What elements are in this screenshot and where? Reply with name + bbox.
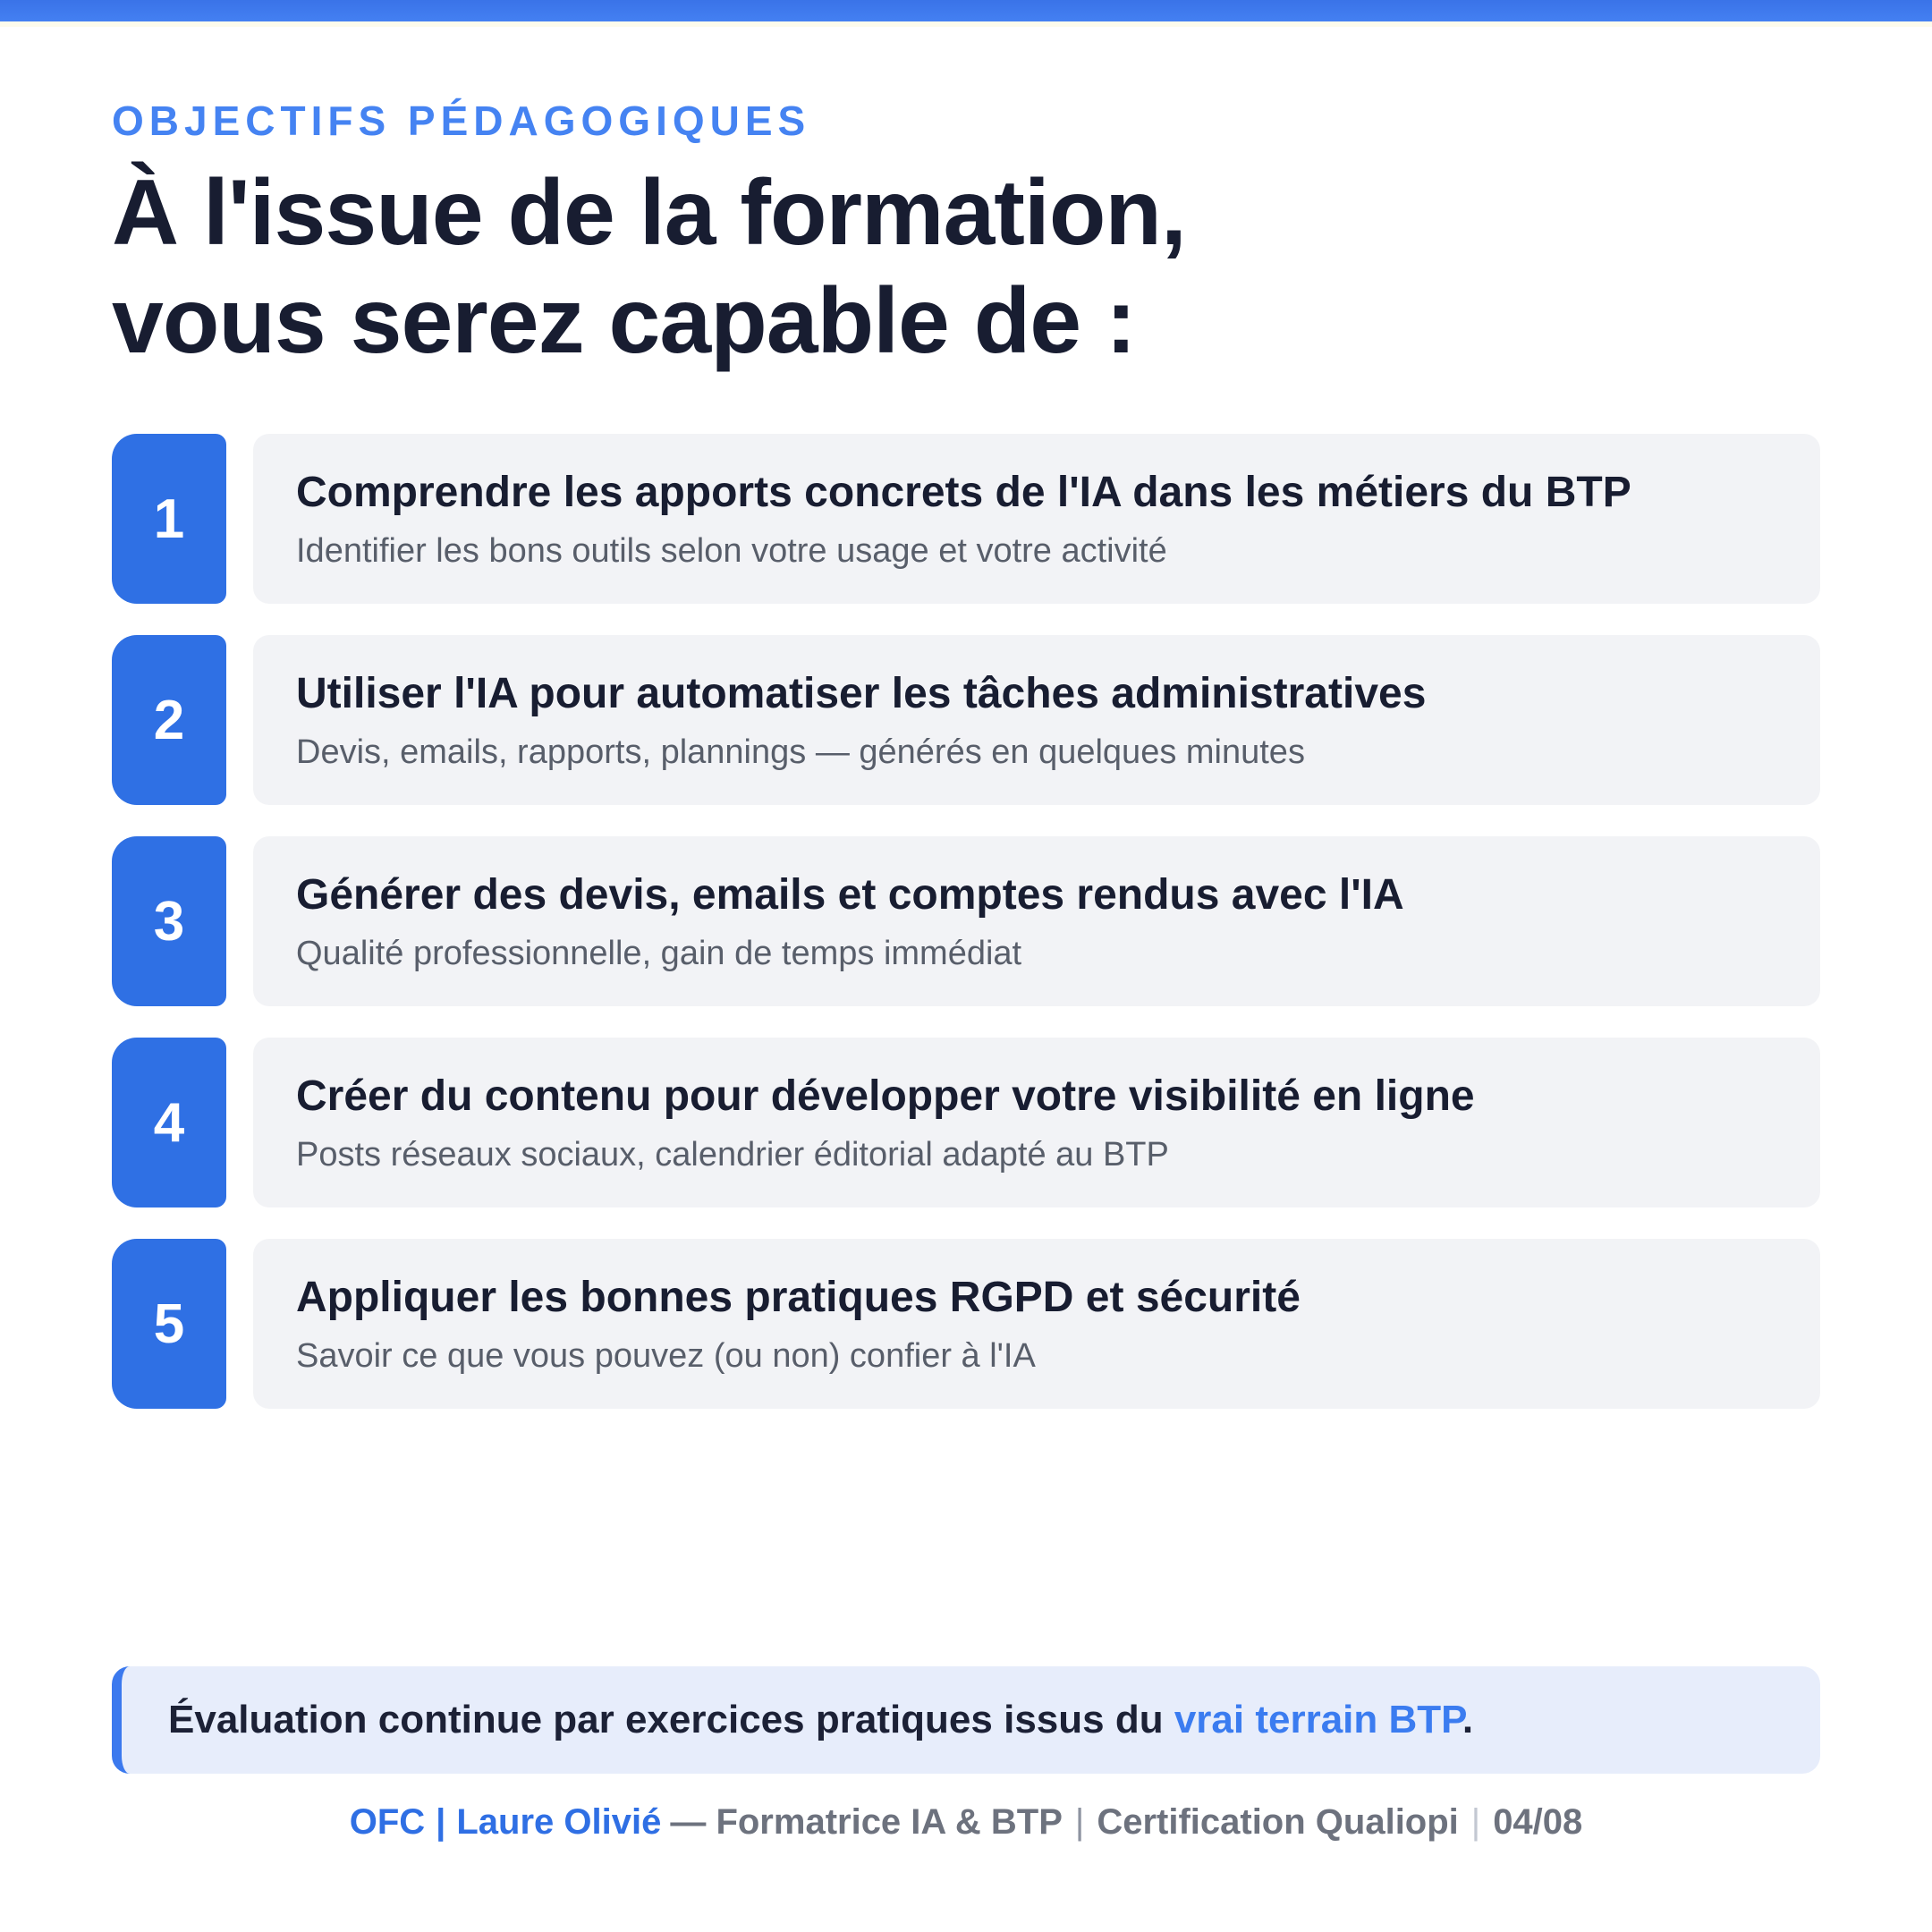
- page-title-line-2: vous serez capable de :: [112, 268, 1137, 373]
- objective-subtitle: Qualité professionnelle, gain de temps i…: [296, 934, 1022, 972]
- objective-title: Comprendre les apports concrets de l'IA …: [296, 468, 1631, 516]
- top-accent-bar: [0, 0, 1932, 27]
- evaluation-callout: Évaluation continue par exercices pratiq…: [112, 1666, 1820, 1775]
- objective-subtitle: Posts réseaux sociaux, calendrier éditor…: [296, 1135, 1169, 1174]
- objective-number-badge: 4: [112, 1038, 226, 1208]
- objective-number-badge: 2: [112, 635, 226, 806]
- objective-card: Générer des devis, emails et comptes ren…: [253, 836, 1820, 1007]
- objective-card: Comprendre les apports concrets de l'IA …: [253, 434, 1820, 605]
- objective-title: Appliquer les bonnes pratiques RGPD et s…: [296, 1273, 1301, 1321]
- objective-subtitle: Identifier les bons outils selon votre u…: [296, 531, 1167, 570]
- objective-title: Générer des devis, emails et comptes ren…: [296, 870, 1404, 919]
- objective-item-2: 2 Utiliser l'IA pour automatiser les tâc…: [112, 635, 1820, 806]
- objectives-list: 1 Comprendre les apports concrets de l'I…: [112, 434, 1820, 1410]
- page-title: À l'issue de la formation, vous serez cap…: [112, 159, 1820, 375]
- callout-highlight: vrai terrain BTP: [1174, 1698, 1462, 1742]
- footer-brand: OFC: [349, 1802, 426, 1843]
- section-eyebrow: OBJECTIFS PÉDAGOGIQUES: [112, 97, 811, 144]
- footer-separator-blue: |: [436, 1802, 446, 1843]
- footer-author: Laure Olivié: [456, 1802, 662, 1843]
- objective-card: Appliquer les bonnes pratiques RGPD et s…: [253, 1239, 1820, 1410]
- objective-number-badge: 3: [112, 836, 226, 1007]
- content-area: OBJECTIFS PÉDAGOGIQUES À l'issue de la f…: [0, 97, 1932, 1843]
- footer-certification: Certification Qualiopi: [1097, 1802, 1459, 1843]
- footer-separator-light: |: [1470, 1802, 1481, 1843]
- objective-item-4: 4 Créer du contenu pour développer votre…: [112, 1038, 1820, 1208]
- objective-title: Créer du contenu pour développer votre v…: [296, 1072, 1475, 1120]
- page-title-line-1: À l'issue de la formation,: [112, 161, 1187, 265]
- evaluation-callout-text: Évaluation continue par exercices pratiq…: [168, 1698, 1473, 1742]
- callout-text-after: .: [1462, 1698, 1474, 1742]
- objective-subtitle: Devis, emails, rapports, plannings — gén…: [296, 733, 1305, 771]
- callout-text-before: Évaluation continue par exercices pratiq…: [168, 1698, 1174, 1742]
- objective-number-badge: 1: [112, 434, 226, 605]
- objective-number-badge: 5: [112, 1239, 226, 1410]
- objective-card: Utiliser l'IA pour automatiser les tâche…: [253, 635, 1820, 806]
- footer-separator-gray: |: [1074, 1802, 1085, 1843]
- objective-item-5: 5 Appliquer les bonnes pratiques RGPD et…: [112, 1239, 1820, 1410]
- footer-role: — Formatrice IA & BTP: [670, 1802, 1063, 1843]
- objective-card: Créer du contenu pour développer votre v…: [253, 1038, 1820, 1208]
- objective-item-3: 3 Générer des devis, emails et comptes r…: [112, 836, 1820, 1007]
- objective-item-1: 1 Comprendre les apports concrets de l'I…: [112, 434, 1820, 605]
- footer-page-number: 04/08: [1493, 1802, 1583, 1843]
- objective-title: Utiliser l'IA pour automatiser les tâche…: [296, 669, 1427, 717]
- footer: OFC | Laure Olivié — Formatrice IA & BTP | Ce…: [112, 1802, 1820, 1843]
- objective-subtitle: Savoir ce que vous pouvez (ou non) confi…: [296, 1336, 1036, 1375]
